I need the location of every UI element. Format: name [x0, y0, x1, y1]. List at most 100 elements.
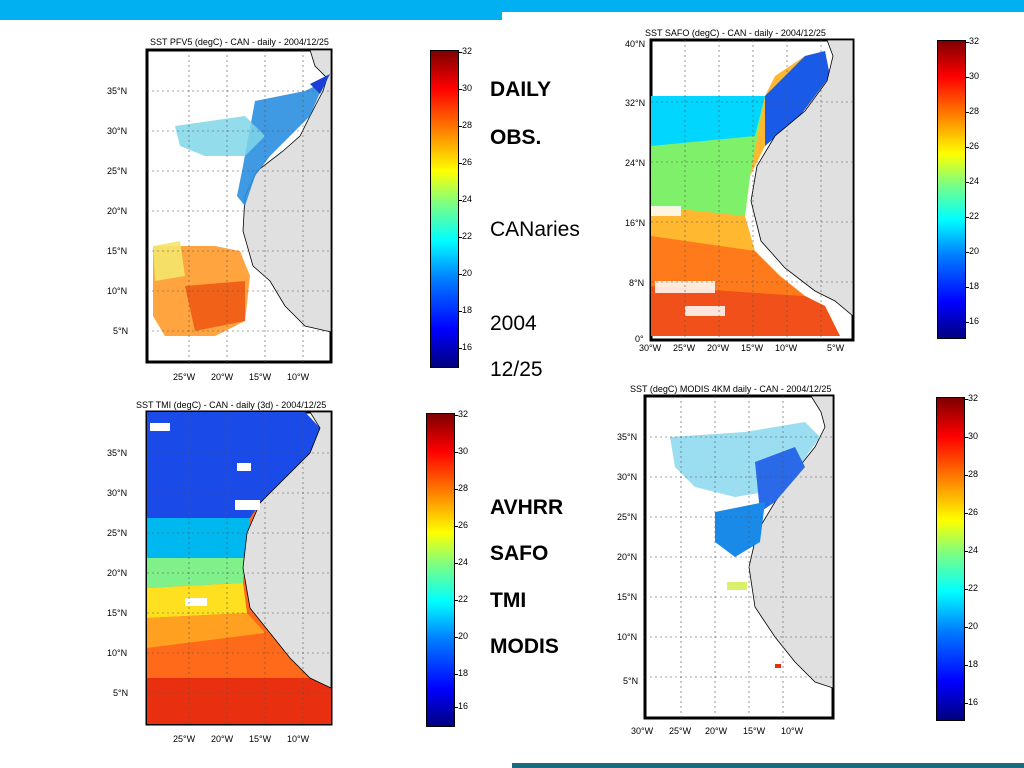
label-date: 12/25	[490, 358, 543, 381]
colorbar-tick: 18	[964, 659, 979, 669]
lon-tick: 20°W	[211, 372, 234, 382]
lat-tick: 32°N	[625, 98, 645, 108]
lon-tick: 10°W	[781, 726, 804, 736]
colorbar-ticks-modis: 32 30 28 26 24 22 20 18 16	[964, 393, 989, 715]
colorbar-tick: 26	[454, 520, 469, 530]
lon-tick: 10°W	[287, 372, 310, 382]
bottom-bar	[512, 763, 1024, 768]
label-sensor-tmi: TMI	[490, 589, 527, 612]
lat-tick: 16°N	[625, 218, 645, 228]
lat-tick: 0°	[635, 334, 644, 344]
lat-tick: 15°N	[617, 592, 637, 602]
colorbar-tick: 20	[458, 268, 473, 278]
lat-tick: 15°N	[107, 246, 127, 256]
lat-tick: 5°N	[113, 326, 128, 336]
lon-tick: 25°W	[669, 726, 692, 736]
colorbar-tick: 26	[964, 507, 979, 517]
lon-tick: 25°W	[173, 372, 196, 382]
lat-tick: 30°N	[107, 126, 127, 136]
colorbar-tick: 16	[458, 342, 473, 352]
lon-tick: 15°W	[741, 343, 764, 353]
colorbar-tick: 16	[964, 697, 979, 707]
colorbar-pfv5	[430, 50, 459, 368]
colorbar-tick: 30	[454, 446, 469, 456]
colorbar-tick: 26	[458, 157, 473, 167]
lat-tick: 15°N	[107, 608, 127, 618]
lat-tick: 10°N	[107, 648, 127, 658]
map-pfv5: 35°N 30°N 25°N 20°N 15°N 10°N 5°N 25°W 2…	[107, 48, 333, 382]
lat-tick: 25°N	[107, 528, 127, 538]
map-modis: 35°N 30°N 25°N 20°N 15°N 10°N 5°N 30°W 2…	[617, 394, 835, 736]
lat-tick: 25°N	[107, 166, 127, 176]
lat-tick: 30°N	[107, 488, 127, 498]
colorbar-tick: 18	[458, 305, 473, 315]
label-sensor-modis: MODIS	[490, 635, 559, 658]
lat-tick: 25°N	[617, 512, 637, 522]
colorbar-tick: 28	[964, 469, 979, 479]
colorbar-tick: 28	[965, 106, 980, 116]
colorbar-tick: 24	[964, 545, 979, 555]
colorbar-tick: 16	[454, 701, 469, 711]
colorbar-tick: 18	[965, 281, 980, 291]
colorbar-tick: 22	[454, 594, 469, 604]
label-obs: OBS.	[490, 126, 542, 149]
lon-tick: 25°W	[173, 734, 196, 744]
lat-tick: 5°N	[623, 676, 638, 686]
top-bar-right	[502, 0, 1024, 12]
colorbar-tmi	[426, 413, 455, 727]
colorbar-tick: 26	[965, 141, 980, 151]
colorbar-tick: 30	[965, 71, 980, 81]
colorbar-tick: 32	[965, 36, 980, 46]
lat-tick: 30°N	[617, 472, 637, 482]
map-title-pfv5: SST PFV5 (degC) - CAN - daily - 2004/12/…	[150, 37, 329, 47]
colorbar-tick: 20	[454, 631, 469, 641]
lat-tick: 5°N	[113, 688, 128, 698]
lat-tick: 35°N	[107, 448, 127, 458]
lat-tick: 35°N	[617, 432, 637, 442]
colorbar-tick: 30	[458, 83, 473, 93]
colorbar-tick: 30	[964, 431, 979, 441]
lon-tick: 10°W	[287, 734, 310, 744]
colorbar-tick: 20	[964, 621, 979, 631]
label-daily: DAILY	[490, 78, 552, 101]
lat-tick: 40°N	[625, 39, 645, 49]
colorbar-modis	[936, 397, 965, 721]
label-region: CANaries	[490, 218, 580, 241]
colorbar-tick: 32	[454, 409, 469, 419]
colorbar-tick: 16	[965, 316, 980, 326]
colorbar-ticks-pfv5: 32 30 28 26 24 22 20 18 16	[458, 46, 483, 362]
lat-tick: 20°N	[617, 552, 637, 562]
lon-tick: 20°W	[211, 734, 234, 744]
colorbar-tick: 18	[454, 668, 469, 678]
lat-tick: 10°N	[107, 286, 127, 296]
colorbar-ticks-tmi: 32 30 28 26 24 22 20 18 16	[454, 409, 479, 721]
lon-tick: 20°W	[705, 726, 728, 736]
colorbar-tick: 20	[965, 246, 980, 256]
colorbar-tick: 22	[965, 211, 980, 221]
colorbar-tick: 28	[454, 483, 469, 493]
map-title-modis: SST (degC) MODIS 4KM daily - CAN - 2004/…	[630, 384, 832, 394]
lon-tick: 15°W	[743, 726, 766, 736]
map-safo: 40°N 32°N 24°N 16°N 8°N 0° 30°W 25°W 20°…	[625, 38, 855, 353]
lon-tick: 30°W	[639, 343, 662, 353]
colorbar-ticks-safo: 32 30 28 26 24 22 20 18 16	[965, 36, 990, 333]
label-year: 2004	[490, 312, 537, 335]
lon-tick: 15°W	[249, 372, 272, 382]
lon-tick: 20°W	[707, 343, 730, 353]
lon-tick: 5°W	[827, 343, 845, 353]
label-sensor-safo: SAFO	[490, 542, 549, 565]
top-bar-left	[0, 0, 502, 20]
colorbar-tick: 24	[454, 557, 469, 567]
lat-tick: 24°N	[625, 158, 645, 168]
colorbar-safo	[937, 40, 966, 339]
lat-tick: 35°N	[107, 86, 127, 96]
lat-tick: 10°N	[617, 632, 637, 642]
lat-tick: 20°N	[107, 568, 127, 578]
map-title-tmi: SST TMI (degC) - CAN - daily (3d) - 2004…	[136, 400, 327, 410]
colorbar-tick: 32	[964, 393, 979, 403]
colorbar-tick: 22	[964, 583, 979, 593]
lon-tick: 25°W	[673, 343, 696, 353]
map-tmi: 35°N 30°N 25°N 20°N 15°N 10°N 5°N 25°W 2…	[107, 410, 333, 744]
lon-tick: 30°W	[631, 726, 654, 736]
map-title-safo: SST SAFO (degC) - CAN - daily - 2004/12/…	[645, 28, 826, 38]
